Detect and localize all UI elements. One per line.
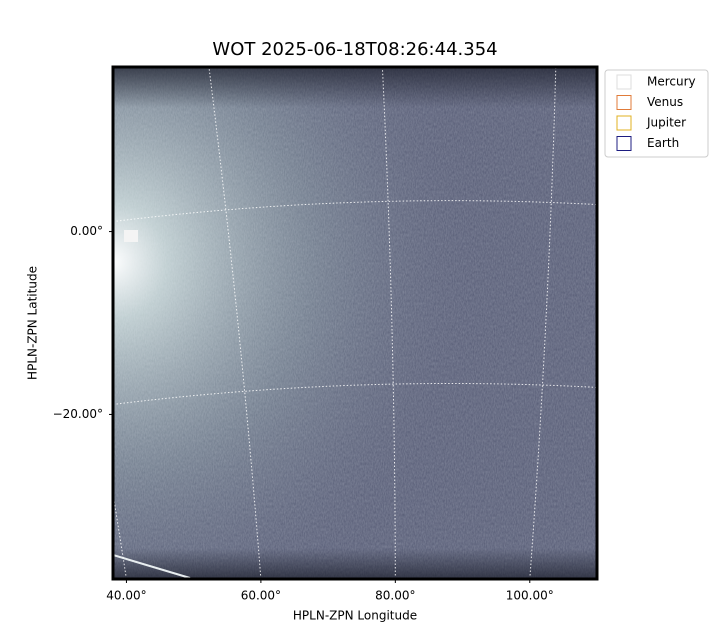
y-tick-label: 0.00° xyxy=(70,224,103,238)
x-tick-label: 40.00° xyxy=(106,589,146,603)
legend-label: Mercury xyxy=(647,75,696,89)
grid xyxy=(35,66,598,580)
grid-line xyxy=(112,382,598,405)
grid-line xyxy=(208,66,262,580)
legend xyxy=(604,69,709,158)
x-axis-label: HPLN-ZPN Longitude xyxy=(293,609,417,623)
legend-label: Venus xyxy=(647,95,683,109)
legend-label: Jupiter xyxy=(646,116,686,130)
legend-swatch xyxy=(616,74,632,90)
x-tick-label: 80.00° xyxy=(375,589,415,603)
frame xyxy=(111,65,599,581)
grid-line xyxy=(529,66,557,580)
legend-swatch xyxy=(616,136,632,151)
grid-line xyxy=(112,200,598,223)
image xyxy=(113,67,597,579)
y-tick-label: −20.00° xyxy=(53,407,103,421)
y-axis-label: HPLN-ZPN Latitude xyxy=(26,266,40,380)
x-tick-label: 60.00° xyxy=(241,589,281,603)
legend-swatch xyxy=(616,95,632,110)
grid-line xyxy=(35,66,127,580)
x-tick-label: 100.00° xyxy=(506,589,554,603)
legend-swatch xyxy=(616,115,632,131)
chart-title: WOT 2025-06-18T08:26:44.354 xyxy=(212,39,497,60)
grid-line xyxy=(381,66,396,580)
legend-label: Earth xyxy=(647,136,679,150)
